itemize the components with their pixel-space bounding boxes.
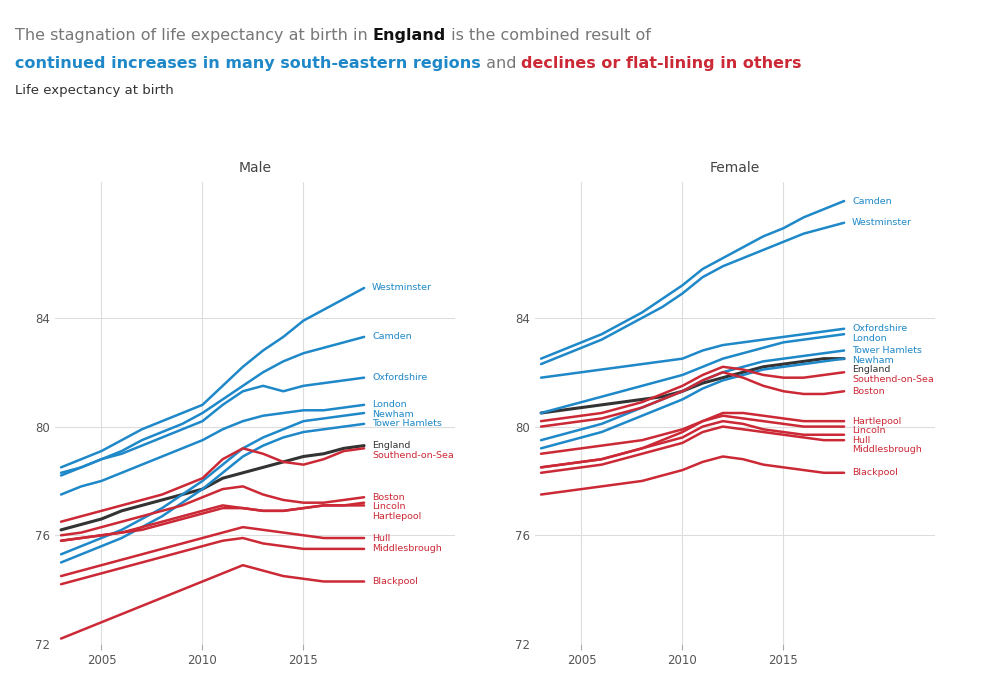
Title: Male: Male bbox=[239, 161, 272, 175]
Text: Middlesbrough: Middlesbrough bbox=[852, 445, 922, 454]
Text: continued increases in many south-eastern regions: continued increases in many south-easter… bbox=[15, 56, 481, 71]
Text: Blackpool: Blackpool bbox=[852, 468, 898, 477]
Text: Lincoln: Lincoln bbox=[852, 426, 886, 435]
Text: London: London bbox=[852, 334, 887, 343]
Text: Camden: Camden bbox=[852, 197, 892, 206]
Text: Life expectancy at birth: Life expectancy at birth bbox=[15, 84, 174, 97]
Text: Blackpool: Blackpool bbox=[372, 577, 418, 586]
Text: Tower Hamlets: Tower Hamlets bbox=[372, 419, 442, 428]
Text: Newham: Newham bbox=[852, 356, 894, 365]
Text: Lincoln: Lincoln bbox=[372, 503, 406, 511]
Title: Female: Female bbox=[710, 161, 760, 175]
Text: Westminster: Westminster bbox=[372, 284, 432, 293]
Text: Hull: Hull bbox=[852, 435, 870, 444]
Text: England: England bbox=[372, 441, 411, 450]
Text: London: London bbox=[372, 400, 407, 410]
Text: The stagnation of life expectancy at birth in: The stagnation of life expectancy at bir… bbox=[15, 28, 373, 43]
Text: England: England bbox=[852, 365, 891, 374]
Text: Westminster: Westminster bbox=[852, 218, 912, 228]
Text: England: England bbox=[373, 28, 446, 43]
Text: Boston: Boston bbox=[372, 493, 405, 502]
Text: Hartlepool: Hartlepool bbox=[372, 512, 421, 521]
Text: is the combined result of: is the combined result of bbox=[446, 28, 651, 43]
Text: Tower Hamlets: Tower Hamlets bbox=[852, 346, 922, 355]
Text: Oxfordshire: Oxfordshire bbox=[852, 324, 907, 333]
Text: Southend-on-Sea: Southend-on-Sea bbox=[852, 374, 934, 384]
Text: Boston: Boston bbox=[852, 387, 885, 395]
Text: and: and bbox=[481, 56, 521, 71]
Text: declines or flat-lining in others: declines or flat-lining in others bbox=[521, 56, 802, 71]
Text: Hull: Hull bbox=[372, 533, 390, 542]
Text: Southend-on-Sea: Southend-on-Sea bbox=[372, 451, 454, 460]
Text: Oxfordshire: Oxfordshire bbox=[372, 373, 427, 382]
Text: Middlesbrough: Middlesbrough bbox=[372, 545, 442, 554]
Text: Newham: Newham bbox=[372, 410, 414, 419]
Text: Camden: Camden bbox=[372, 332, 412, 342]
Text: Hartlepool: Hartlepool bbox=[852, 416, 901, 426]
